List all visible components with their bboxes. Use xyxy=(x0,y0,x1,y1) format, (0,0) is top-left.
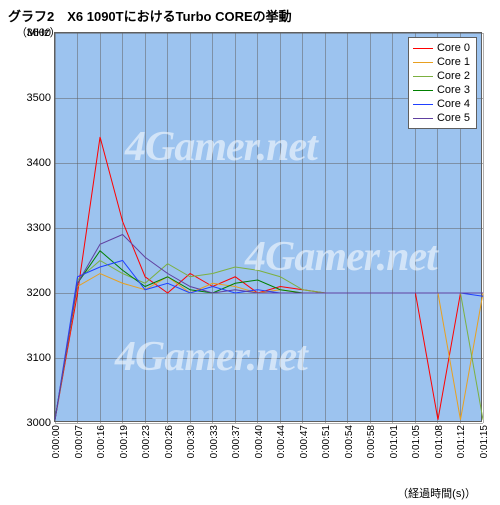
x-tick-label: 0:00:16 xyxy=(96,425,107,458)
legend-swatch xyxy=(413,62,433,63)
x-tick-label: 0:00:19 xyxy=(119,425,130,458)
legend-item: Core 3 xyxy=(413,83,470,97)
plot-area: Core 0Core 1Core 2Core 3Core 4Core 5 4Ga… xyxy=(54,32,482,422)
x-tick-label: 0:00:23 xyxy=(141,425,152,458)
x-tick-label: 0:01:12 xyxy=(456,425,467,458)
legend-label: Core 4 xyxy=(437,98,470,110)
x-tick-label: 0:00:51 xyxy=(321,425,332,458)
y-tick-label: 3200 xyxy=(27,287,51,299)
series-line xyxy=(55,235,483,420)
legend-label: Core 2 xyxy=(437,70,470,82)
legend-item: Core 1 xyxy=(413,55,470,69)
legend-swatch xyxy=(413,104,433,105)
y-tick-label: 3000 xyxy=(27,417,51,429)
x-tick-label: 0:01:05 xyxy=(411,425,422,458)
y-tick-label: 3100 xyxy=(27,352,51,364)
x-tick-label: 0:00:44 xyxy=(276,425,287,458)
legend-label: Core 3 xyxy=(437,84,470,96)
x-tick-label: 0:00:33 xyxy=(209,425,220,458)
y-tick-label: 3500 xyxy=(27,92,51,104)
legend-item: Core 4 xyxy=(413,97,470,111)
x-tick-label: 0:00:26 xyxy=(164,425,175,458)
x-tick-label: 0:00:00 xyxy=(51,425,62,458)
y-tick-label: 3600 xyxy=(27,27,51,39)
x-tick-label: 0:00:40 xyxy=(254,425,265,458)
y-tick-label: 3300 xyxy=(27,222,51,234)
x-tick-label: 0:00:37 xyxy=(231,425,242,458)
series-line xyxy=(55,251,483,420)
x-tick-label: 0:01:08 xyxy=(434,425,445,458)
chart-container: グラフ2 X6 1090TにおけるTurbo COREの挙動 （MHz） Cor… xyxy=(0,0,500,505)
legend-item: Core 0 xyxy=(413,41,470,55)
x-tick-label: 0:01:15 xyxy=(479,425,490,458)
legend-swatch xyxy=(413,48,433,49)
chart-title: グラフ2 X6 1090TにおけるTurbo COREの挙動 xyxy=(8,6,292,25)
x-tick-label: 0:00:30 xyxy=(186,425,197,458)
legend-label: Core 5 xyxy=(437,112,470,124)
legend-swatch xyxy=(413,76,433,77)
legend-swatch xyxy=(413,118,433,119)
x-tick-label: 0:00:58 xyxy=(366,425,377,458)
x-axis-label: （経過時間(s)） xyxy=(397,485,476,501)
x-tick-label: 0:00:54 xyxy=(344,425,355,458)
series-line xyxy=(55,137,483,420)
legend-label: Core 1 xyxy=(437,56,470,68)
x-tick-label: 0:01:01 xyxy=(389,425,400,458)
series-line xyxy=(55,274,483,420)
legend-item: Core 2 xyxy=(413,69,470,83)
legend-item: Core 5 xyxy=(413,111,470,125)
x-tick-label: 0:00:47 xyxy=(299,425,310,458)
legend-swatch xyxy=(413,90,433,91)
y-tick-label: 3400 xyxy=(27,157,51,169)
legend-label: Core 0 xyxy=(437,42,470,54)
x-tick-label: 0:00:07 xyxy=(74,425,85,458)
legend: Core 0 Core 1 Core 2 Core 3 Core 4 Core 5 xyxy=(408,37,477,129)
